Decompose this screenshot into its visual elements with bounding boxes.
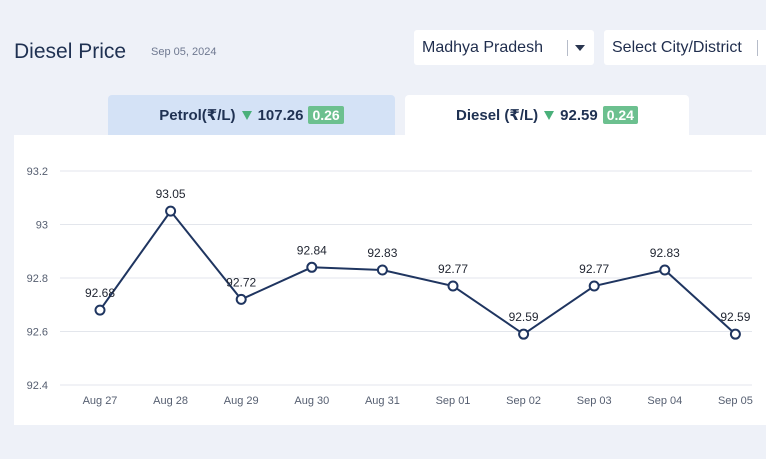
price-line-chart: 92.4 92.6 92.8 93 93.2 Aug 27 Aug 28 Aug 29 Aug … bbox=[27, 166, 753, 407]
data-point[interactable] bbox=[165, 205, 177, 217]
data-label: 92.84 bbox=[297, 243, 327, 257]
y-tick-label: 92.8 bbox=[27, 273, 48, 285]
y-tick-label: 93.2 bbox=[27, 166, 48, 178]
state-select[interactable]: Madhya Pradesh bbox=[414, 30, 594, 65]
data-label: 92.77 bbox=[579, 262, 609, 276]
down-arrow-icon bbox=[544, 110, 555, 120]
data-label: 92.83 bbox=[367, 246, 397, 260]
x-tick-label: Sep 01 bbox=[436, 395, 471, 407]
x-tick-label: Aug 27 bbox=[83, 395, 118, 407]
down-arrow-icon bbox=[241, 110, 252, 120]
x-tick-label: Sep 03 bbox=[577, 395, 612, 407]
select-separator bbox=[757, 40, 758, 56]
data-label: 92.72 bbox=[226, 275, 256, 289]
city-select-placeholder: Select City/District bbox=[612, 38, 742, 56]
tab-diesel-label: Diesel (₹/L) bbox=[456, 107, 539, 124]
x-tick-label: Aug 29 bbox=[224, 395, 259, 407]
y-tick-label: 92.4 bbox=[27, 380, 48, 392]
data-point[interactable] bbox=[518, 328, 530, 340]
tab-diesel-price: 92.59 bbox=[560, 106, 598, 124]
chevron-down-icon[interactable] bbox=[575, 45, 585, 51]
data-point[interactable] bbox=[235, 293, 247, 305]
select-separator bbox=[567, 40, 568, 56]
price-change-badge: 0.24 bbox=[602, 106, 638, 124]
price-change-badge: 0.26 bbox=[308, 106, 344, 124]
series-line bbox=[99, 209, 737, 336]
tab-diesel[interactable]: Diesel (₹/L) 92.59 0.24 bbox=[405, 95, 689, 135]
data-label: 92.77 bbox=[438, 262, 468, 276]
tab-petrol[interactable]: Petrol(₹/L) 107.26 0.26 bbox=[108, 95, 395, 135]
data-point[interactable] bbox=[729, 328, 741, 340]
data-point[interactable] bbox=[376, 264, 388, 276]
data-point[interactable] bbox=[588, 280, 600, 292]
x-tick-label: Aug 30 bbox=[294, 395, 329, 407]
x-tick-label: Aug 28 bbox=[153, 395, 188, 407]
page-title: Diesel Price bbox=[14, 40, 127, 63]
city-select[interactable]: Select City/District bbox=[604, 30, 766, 65]
x-tick-label: Aug 31 bbox=[365, 395, 400, 407]
data-point[interactable] bbox=[447, 280, 459, 292]
price-chart-card: 92.4 92.6 92.8 93 93.2 Aug 27 Aug 28 Aug 29 Aug … bbox=[14, 135, 766, 425]
data-point[interactable] bbox=[306, 261, 318, 273]
data-label: 92.59 bbox=[720, 310, 750, 324]
data-point[interactable] bbox=[94, 304, 106, 316]
y-tick-label: 93 bbox=[36, 220, 48, 232]
data-label: 92.68 bbox=[85, 286, 115, 300]
data-label: 92.83 bbox=[650, 246, 680, 260]
x-tick-label: Sep 05 bbox=[718, 395, 753, 407]
tab-petrol-price: 107.26 bbox=[257, 106, 304, 124]
page-date: Sep 05, 2024 bbox=[151, 46, 217, 58]
data-label: 93.05 bbox=[156, 187, 186, 201]
x-tick-label: Sep 02 bbox=[506, 395, 541, 407]
y-tick-label: 92.6 bbox=[27, 327, 48, 339]
state-select-value: Madhya Pradesh bbox=[422, 38, 543, 56]
x-tick-label: Sep 04 bbox=[647, 395, 682, 407]
tab-petrol-label: Petrol(₹/L) bbox=[159, 107, 236, 124]
data-label: 92.59 bbox=[509, 310, 539, 324]
data-point[interactable] bbox=[659, 264, 671, 276]
